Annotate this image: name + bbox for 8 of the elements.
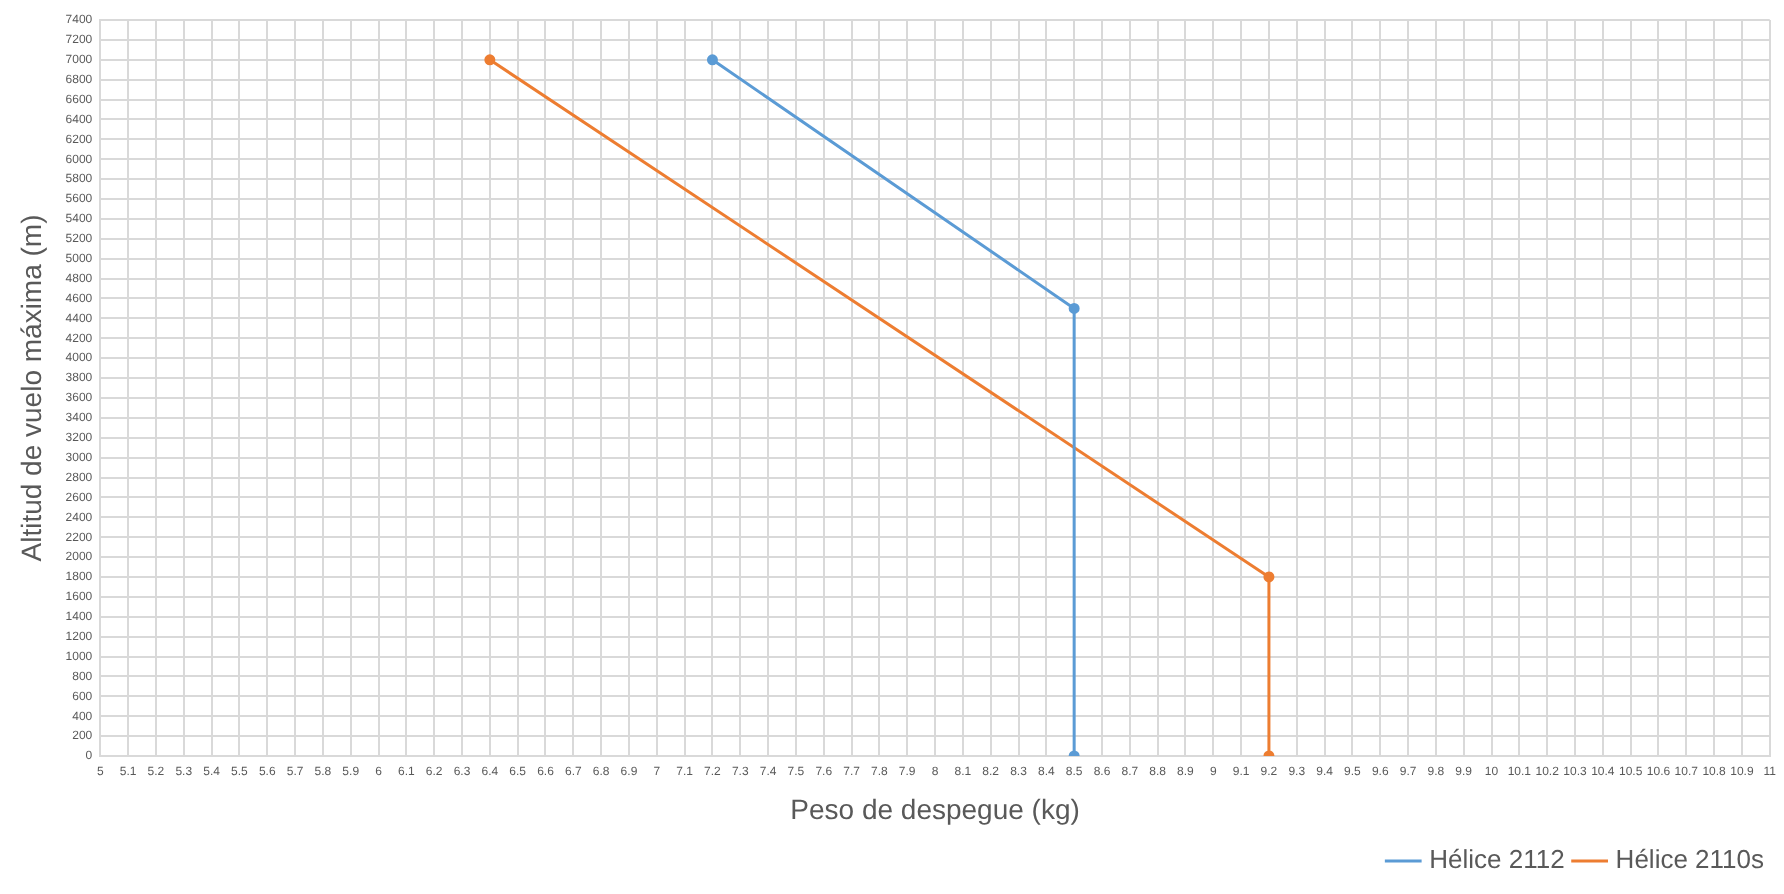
legend-label: Hélice 2112 [1429,844,1565,875]
point [1263,571,1275,583]
x-axis-title: Peso de despegue (kg) [790,792,1080,825]
point [1068,302,1080,314]
point [484,54,496,66]
point [706,54,718,66]
y-axis-title: Altitud de vuelo máxima (m) [14,214,47,562]
legend-label: Hélice 2110s [1615,844,1765,875]
